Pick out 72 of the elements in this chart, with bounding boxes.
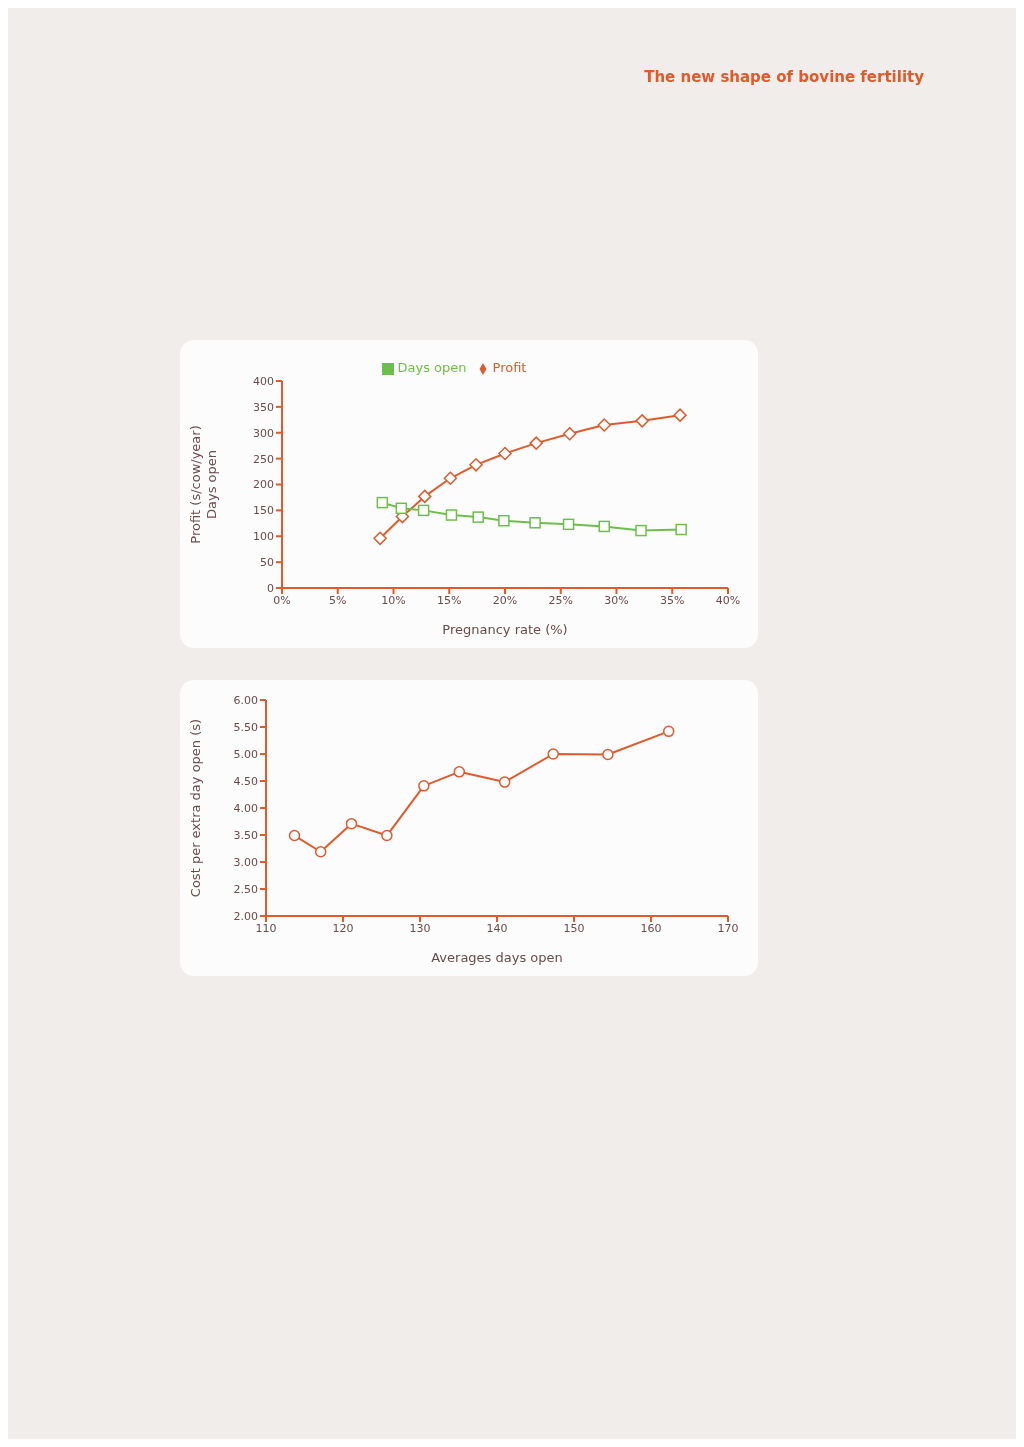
- y-tick-label: 250: [253, 452, 274, 466]
- y-tick-label: 4.50: [233, 774, 258, 788]
- point: [417, 504, 430, 517]
- point: [445, 509, 458, 521]
- point: [381, 829, 393, 842]
- y-tick-label: 300: [253, 426, 274, 440]
- point: [469, 458, 483, 472]
- x-tick-label: 150: [563, 921, 585, 935]
- x-tick-label: 25%: [548, 593, 573, 607]
- x-tick-label: 30%: [604, 593, 629, 607]
- y-tick-label: 2.00: [233, 909, 258, 923]
- x-tick-label: 0%: [273, 593, 291, 607]
- point: [498, 776, 511, 788]
- point: [562, 427, 577, 441]
- point: [562, 518, 575, 531]
- legend-label: Profit: [492, 360, 527, 375]
- y-tick-label: 350: [253, 400, 274, 414]
- x-tick-label: 15%: [437, 593, 462, 607]
- point: [498, 514, 510, 527]
- y-tick-label: 100: [253, 530, 274, 544]
- x-tick-label: 130: [409, 921, 431, 935]
- point: [529, 517, 541, 529]
- point: [597, 418, 611, 432]
- point: [662, 725, 675, 738]
- point: [453, 766, 466, 778]
- point: [598, 520, 610, 533]
- x-axis-title: Pregnancy rate (%): [442, 622, 568, 637]
- x-tick-label: 20%: [492, 593, 518, 607]
- y-tick-label: 150: [253, 504, 274, 518]
- legend-label: Days open: [397, 360, 467, 375]
- point: [345, 817, 358, 830]
- point: [673, 408, 687, 422]
- point: [373, 531, 387, 546]
- point: [498, 446, 512, 461]
- x-tick-label: 35%: [660, 593, 685, 607]
- point: [417, 489, 432, 504]
- point: [314, 845, 327, 858]
- y-tick-label: 0: [267, 581, 274, 595]
- x-tick-label: 40%: [715, 593, 741, 607]
- y-tick-label: 5.00: [233, 747, 258, 761]
- point: [635, 524, 647, 537]
- x-tick-label: 140: [486, 921, 508, 935]
- text: The new shape of bovine fertility: [644, 68, 924, 86]
- point: [418, 780, 430, 792]
- x-tick-label: 170: [717, 921, 739, 935]
- point: [602, 748, 614, 761]
- y-tick-label: 200: [253, 478, 274, 492]
- y-tick-label: 400: [253, 374, 274, 388]
- y-tick-label: 4.00: [233, 801, 258, 815]
- y-tick-label: 3.00: [233, 855, 258, 869]
- x-tick-label: 5%: [329, 593, 347, 607]
- y-tick-label: 2.50: [233, 882, 258, 896]
- y-tick-label: 5.50: [233, 720, 258, 734]
- point: [376, 496, 389, 509]
- point: [443, 471, 458, 486]
- x-tick-label: 110: [255, 921, 277, 935]
- y-tick-label: 6.00: [233, 693, 258, 707]
- point: [472, 511, 484, 523]
- x-tick-label: 120: [332, 921, 354, 935]
- y-axis-title: Cost per extra day open (s): [188, 718, 203, 898]
- point: [529, 436, 543, 450]
- y-tick-label: 3.50: [233, 828, 258, 842]
- point: [635, 414, 649, 428]
- point: [395, 502, 408, 515]
- point: [547, 748, 559, 760]
- y-axis-title: Profit (s/cow/year) Days open: [188, 425, 219, 544]
- x-tick-label: 10%: [381, 593, 406, 607]
- point: [288, 829, 301, 842]
- point: [675, 523, 687, 536]
- x-axis-title: Averages days open: [431, 950, 563, 965]
- y-tick-label: 50: [260, 556, 274, 570]
- x-tick-label: 160: [640, 921, 662, 935]
